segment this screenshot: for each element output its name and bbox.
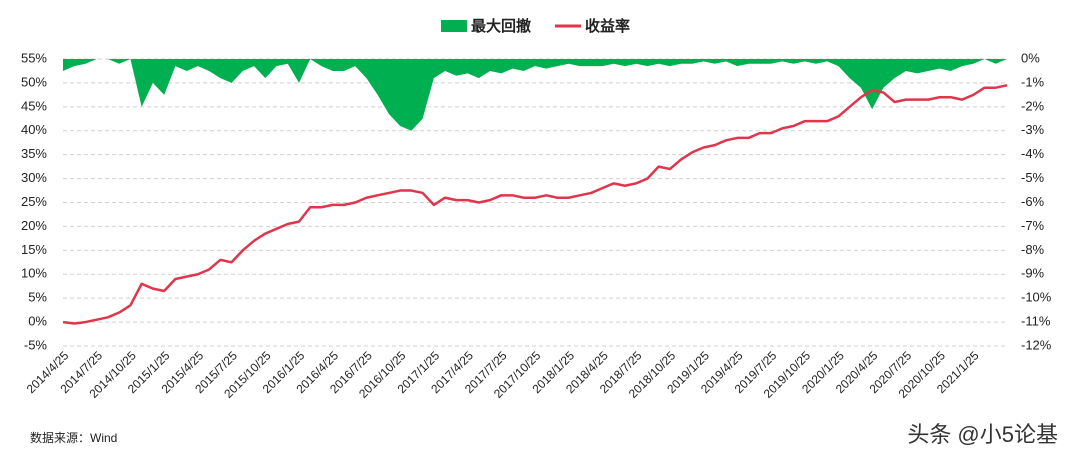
- y2-tick-label: -2%: [1021, 98, 1045, 113]
- y-tick-label: 30%: [21, 170, 47, 185]
- y-tick-label: 20%: [21, 218, 47, 233]
- y2-tick-label: -12%: [1021, 337, 1052, 352]
- y-tick-label: 40%: [21, 122, 47, 137]
- y2-tick-label: 0%: [1021, 50, 1040, 65]
- y2-tick-label: -4%: [1021, 146, 1045, 161]
- y-tick-label: 0%: [28, 314, 47, 329]
- y-tick-label: 55%: [21, 50, 47, 65]
- y-tick-label: 10%: [21, 266, 47, 281]
- y-tick-label: 5%: [28, 290, 47, 305]
- source-note: 数据来源：Wind: [30, 430, 117, 445]
- y2-tick-label: -5%: [1021, 170, 1045, 185]
- y2-tick-label: -7%: [1021, 218, 1045, 233]
- drawdown-area: [63, 59, 1007, 131]
- y2-tick-label: -9%: [1021, 266, 1045, 281]
- y-tick-label: 15%: [21, 242, 47, 257]
- legend-label: 最大回撤: [471, 17, 531, 35]
- y2-tick-label: -10%: [1021, 290, 1052, 305]
- y2-tick-label: -1%: [1021, 74, 1045, 89]
- return-line: [62, 84, 1008, 325]
- legend-swatch: [441, 20, 467, 32]
- y-tick-label: 25%: [21, 194, 47, 209]
- y-tick-label: 45%: [21, 98, 47, 113]
- y2-tick-label: -8%: [1021, 242, 1045, 257]
- y2-tick-label: -3%: [1021, 122, 1045, 137]
- legend-label: 收益率: [585, 17, 630, 35]
- y2-tick-label: -6%: [1021, 194, 1045, 209]
- y-tick-label: -5%: [24, 337, 48, 352]
- y-tick-label: 35%: [21, 146, 47, 161]
- watermark: 头条 @小5论基: [907, 422, 1058, 447]
- y2-tick-label: -11%: [1021, 314, 1051, 329]
- y-tick-label: 50%: [21, 74, 47, 89]
